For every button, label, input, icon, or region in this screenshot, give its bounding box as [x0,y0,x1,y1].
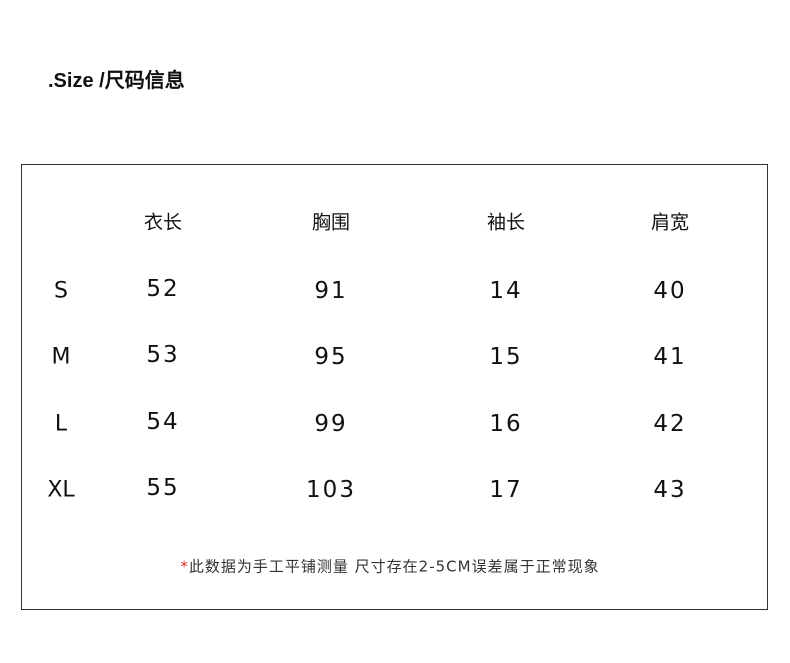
table-cell: 55 [146,475,180,501]
page-title: .Size /尺码信息 [48,70,185,92]
size-label: XL [47,477,75,503]
size-label: M [51,344,71,370]
size-label: L [54,411,68,437]
column-header: 胸围 [311,211,351,234]
table-cell: 42 [653,411,687,437]
note-text: 此数据为手工平铺测量 尺寸存在2-5CM误差属于正常现象 [188,557,600,576]
table-cell: 99 [314,411,348,437]
table-cell: 43 [653,477,687,503]
table-cell: 40 [653,278,687,304]
size-label: S [54,278,68,304]
table-cell: 53 [146,342,180,368]
table-cell: 103 [306,477,356,503]
table-cell: 14 [489,278,523,304]
table-cell: 54 [146,409,180,435]
column-header: 袖长 [486,211,526,234]
note-asterisk: * [180,557,189,576]
table-cell: 17 [489,477,523,503]
table-cell: 41 [653,344,687,370]
column-header: 肩宽 [650,211,690,234]
table-cell: 91 [314,278,348,304]
table-cell: 15 [489,344,523,370]
size-table-frame [21,164,768,610]
table-cell: 16 [489,411,523,437]
measurement-note: *此数据为手工平铺测量 尺寸存在2-5CM误差属于正常现象 [180,556,599,577]
table-cell: 52 [146,276,180,302]
table-cell: 95 [314,344,348,370]
column-header: 衣长 [143,211,183,234]
